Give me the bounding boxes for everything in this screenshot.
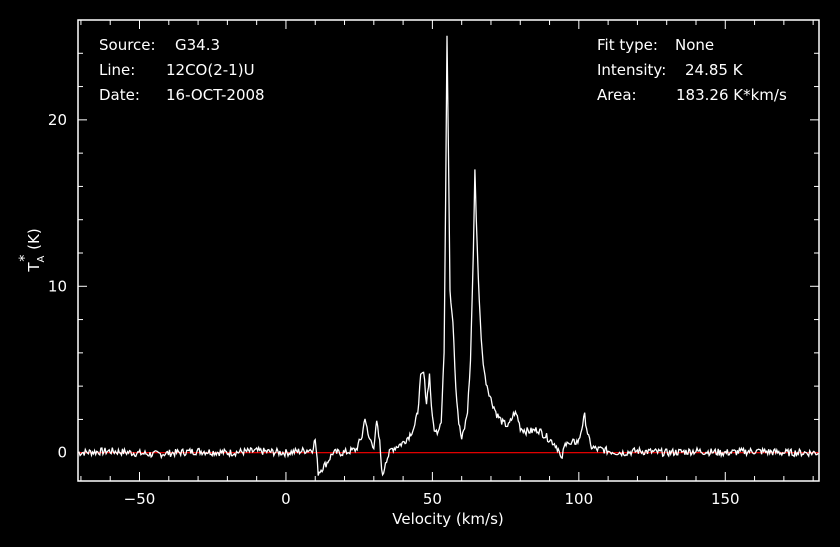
area-value: 183.26 K*km/s	[676, 86, 787, 104]
x-axis-ticks: −50 0 50 100 150	[80, 20, 814, 508]
line-label: Line:	[99, 61, 135, 79]
y-tick-label: 10	[48, 277, 67, 295]
y-tick-label: 0	[57, 444, 67, 462]
line-value: 12CO(2-1)U	[166, 61, 255, 79]
y-axis-label: TA* (K)	[17, 228, 47, 272]
y-tick-label: 20	[48, 111, 67, 129]
date-label: Date:	[99, 86, 140, 104]
date-value: 16-OCT-2008	[166, 86, 265, 104]
source-label: Source:	[99, 36, 156, 54]
x-tick-label: 100	[565, 490, 594, 508]
y-axis-label-main: T	[25, 262, 43, 273]
source-value: G34.3	[175, 36, 220, 54]
fit-type-value: None	[675, 36, 714, 54]
y-axis-label-sub: A	[36, 255, 47, 262]
x-tick-label: 0	[281, 490, 291, 508]
svg-text:TA* (K): TA* (K)	[17, 228, 47, 272]
x-tick-label: 50	[423, 490, 442, 508]
intensity-label: Intensity:	[597, 61, 666, 79]
area-label: Area:	[597, 86, 637, 104]
plot-frame	[77, 19, 820, 482]
x-tick-label: 150	[711, 490, 740, 508]
y-axis-label-sup: *	[17, 255, 33, 262]
y-axis-label-unit: (K)	[25, 228, 43, 254]
x-axis-label: Velocity (km/s)	[392, 510, 503, 528]
y-axis-ticks: 0 10 20	[48, 52, 819, 462]
spectrum-line	[77, 35, 820, 477]
x-tick-label: −50	[124, 490, 156, 508]
fit-type-label: Fit type:	[597, 36, 658, 54]
intensity-value: 24.85 K	[685, 61, 744, 79]
